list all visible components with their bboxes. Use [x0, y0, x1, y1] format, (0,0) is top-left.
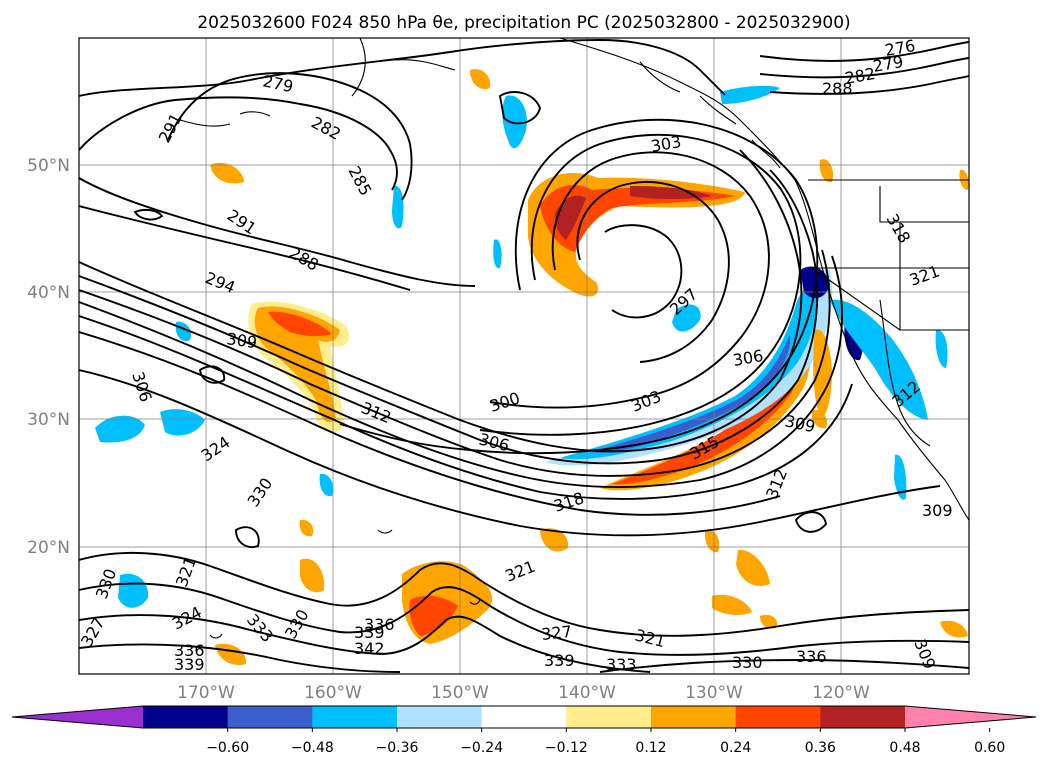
theta-e-contour — [79, 551, 969, 637]
contour-label: 342 — [354, 639, 385, 658]
theta-e-contour — [769, 75, 969, 95]
theta-e-contour — [79, 169, 819, 465]
theta-e-contour — [498, 91, 541, 125]
colorbar-extend-high — [905, 706, 1036, 728]
colorbar-cell — [820, 706, 906, 728]
lat-label: 30°N — [27, 410, 70, 430]
colorbar-tick-label: 0.24 — [720, 740, 751, 756]
lon-label: 120°W — [812, 683, 870, 703]
colorbar-tick-label: −0.12 — [545, 740, 588, 756]
precip-positive-region — [813, 329, 832, 417]
contour-label: 327 — [540, 622, 572, 644]
theta-e-contour — [79, 255, 843, 488]
precip-positive-region — [409, 595, 458, 636]
colorbar-cell — [397, 706, 483, 728]
theta-e-contour — [79, 614, 651, 673]
contour-label: 330 — [732, 653, 763, 672]
colorbar-outline — [11, 705, 1037, 729]
lon-label: 140°W — [558, 683, 616, 703]
theta-e-contour — [599, 659, 969, 673]
theta-e-contour — [759, 57, 969, 79]
contour-label: 339 — [174, 655, 205, 674]
contour-label: 336 — [796, 647, 827, 666]
theta-e-contour — [79, 205, 411, 291]
theta-e-contours — [79, 39, 969, 673]
theta-e-contour — [339, 118, 819, 455]
theta-e-contour — [198, 365, 225, 384]
colorbar-tick-label: 0.60 — [974, 740, 1005, 756]
map-frame — [78, 37, 970, 675]
theta-e-contour — [235, 526, 260, 548]
theta-e-contour — [576, 181, 730, 363]
theta-e-contour — [79, 643, 401, 673]
contour-label: 309 — [922, 501, 953, 520]
map-panel: 279 282 285 288 291 291 294 297 300 303 … — [79, 36, 969, 674]
theta-e-contour — [759, 41, 969, 62]
colorbar-cells — [12, 706, 1036, 728]
contour-label: 288 — [822, 79, 853, 98]
lon-label: 170°W — [177, 683, 235, 703]
contour-label: 276 — [883, 36, 916, 60]
theta-e-contour — [79, 149, 803, 453]
colorbar-tick-label: −0.48 — [291, 740, 334, 756]
theta-e-contour — [604, 224, 683, 319]
theta-e-contour — [79, 177, 476, 287]
colorbar-tick-label: 0.12 — [635, 740, 666, 756]
precip-negative-region — [830, 299, 928, 420]
lat-label: 40°N — [27, 283, 70, 303]
colorbar-cell — [143, 706, 229, 728]
theta-e-contour — [79, 369, 941, 537]
lat-label: 20°N — [27, 538, 70, 558]
colorbar-tick-label: −0.24 — [460, 740, 503, 756]
precip-positive-region — [268, 311, 332, 337]
theta-e-contour — [479, 134, 802, 436]
lon-axis-labels: 170°W 160°W 150°W 140°W 130°W 120°W — [177, 683, 870, 703]
theta-e-contour — [133, 208, 164, 221]
colorbar-tick-label: 0.48 — [889, 740, 920, 756]
theta-e-contour — [489, 151, 770, 409]
colorbar-cell — [566, 706, 652, 728]
colorbar: −0.60 −0.48 −0.36 −0.24 −0.12 0.12 0.24 0.36 0.4… — [11, 705, 1037, 756]
lat-label: 50°N — [27, 156, 70, 176]
theta-e-contour — [79, 39, 601, 97]
lon-label: 160°W — [304, 683, 362, 703]
contour-label: 333 — [606, 655, 637, 674]
theta-e-contour — [79, 96, 398, 191]
lon-label: 150°W — [431, 683, 489, 703]
colorbar-cell — [735, 706, 821, 728]
lat-axis-labels: 50°N 40°N 30°N 20°N — [27, 156, 70, 558]
colorbar-tick-label: −0.60 — [206, 740, 249, 756]
colorbar-cell — [651, 706, 737, 728]
theta-e-contour — [599, 39, 726, 96]
colorbar-tick-label: 0.36 — [805, 740, 836, 756]
theta-e-contour — [167, 72, 413, 201]
contour-label: 336 — [364, 615, 395, 634]
colorbar-tick-label: −0.36 — [376, 740, 419, 756]
precip-negative-region — [590, 334, 791, 453]
contour-label: 309 — [225, 329, 258, 352]
theta-e-contour — [79, 331, 781, 516]
lon-label: 130°W — [685, 683, 743, 703]
theta-e-contour — [794, 511, 828, 533]
theta-e-contour — [79, 315, 853, 500]
colorbar-cell — [312, 706, 398, 728]
colorbar-ticks: −0.60 −0.48 −0.36 −0.24 −0.12 0.12 0.24 0.36 0.4… — [206, 728, 1005, 756]
theta-e-contour — [79, 582, 969, 656]
precip-positive-region — [540, 185, 735, 252]
colorbar-extend-low — [12, 706, 143, 728]
contour-label: 339 — [544, 651, 575, 670]
contour-label: 336 — [174, 641, 205, 660]
theta-e-contour — [79, 249, 831, 477]
map-title: 2025032600 F024 850 hPa θe, precipitatio… — [197, 13, 850, 33]
colorbar-cell — [227, 706, 313, 728]
contour-label: 339 — [354, 623, 385, 642]
colorbar-cell — [481, 706, 567, 728]
